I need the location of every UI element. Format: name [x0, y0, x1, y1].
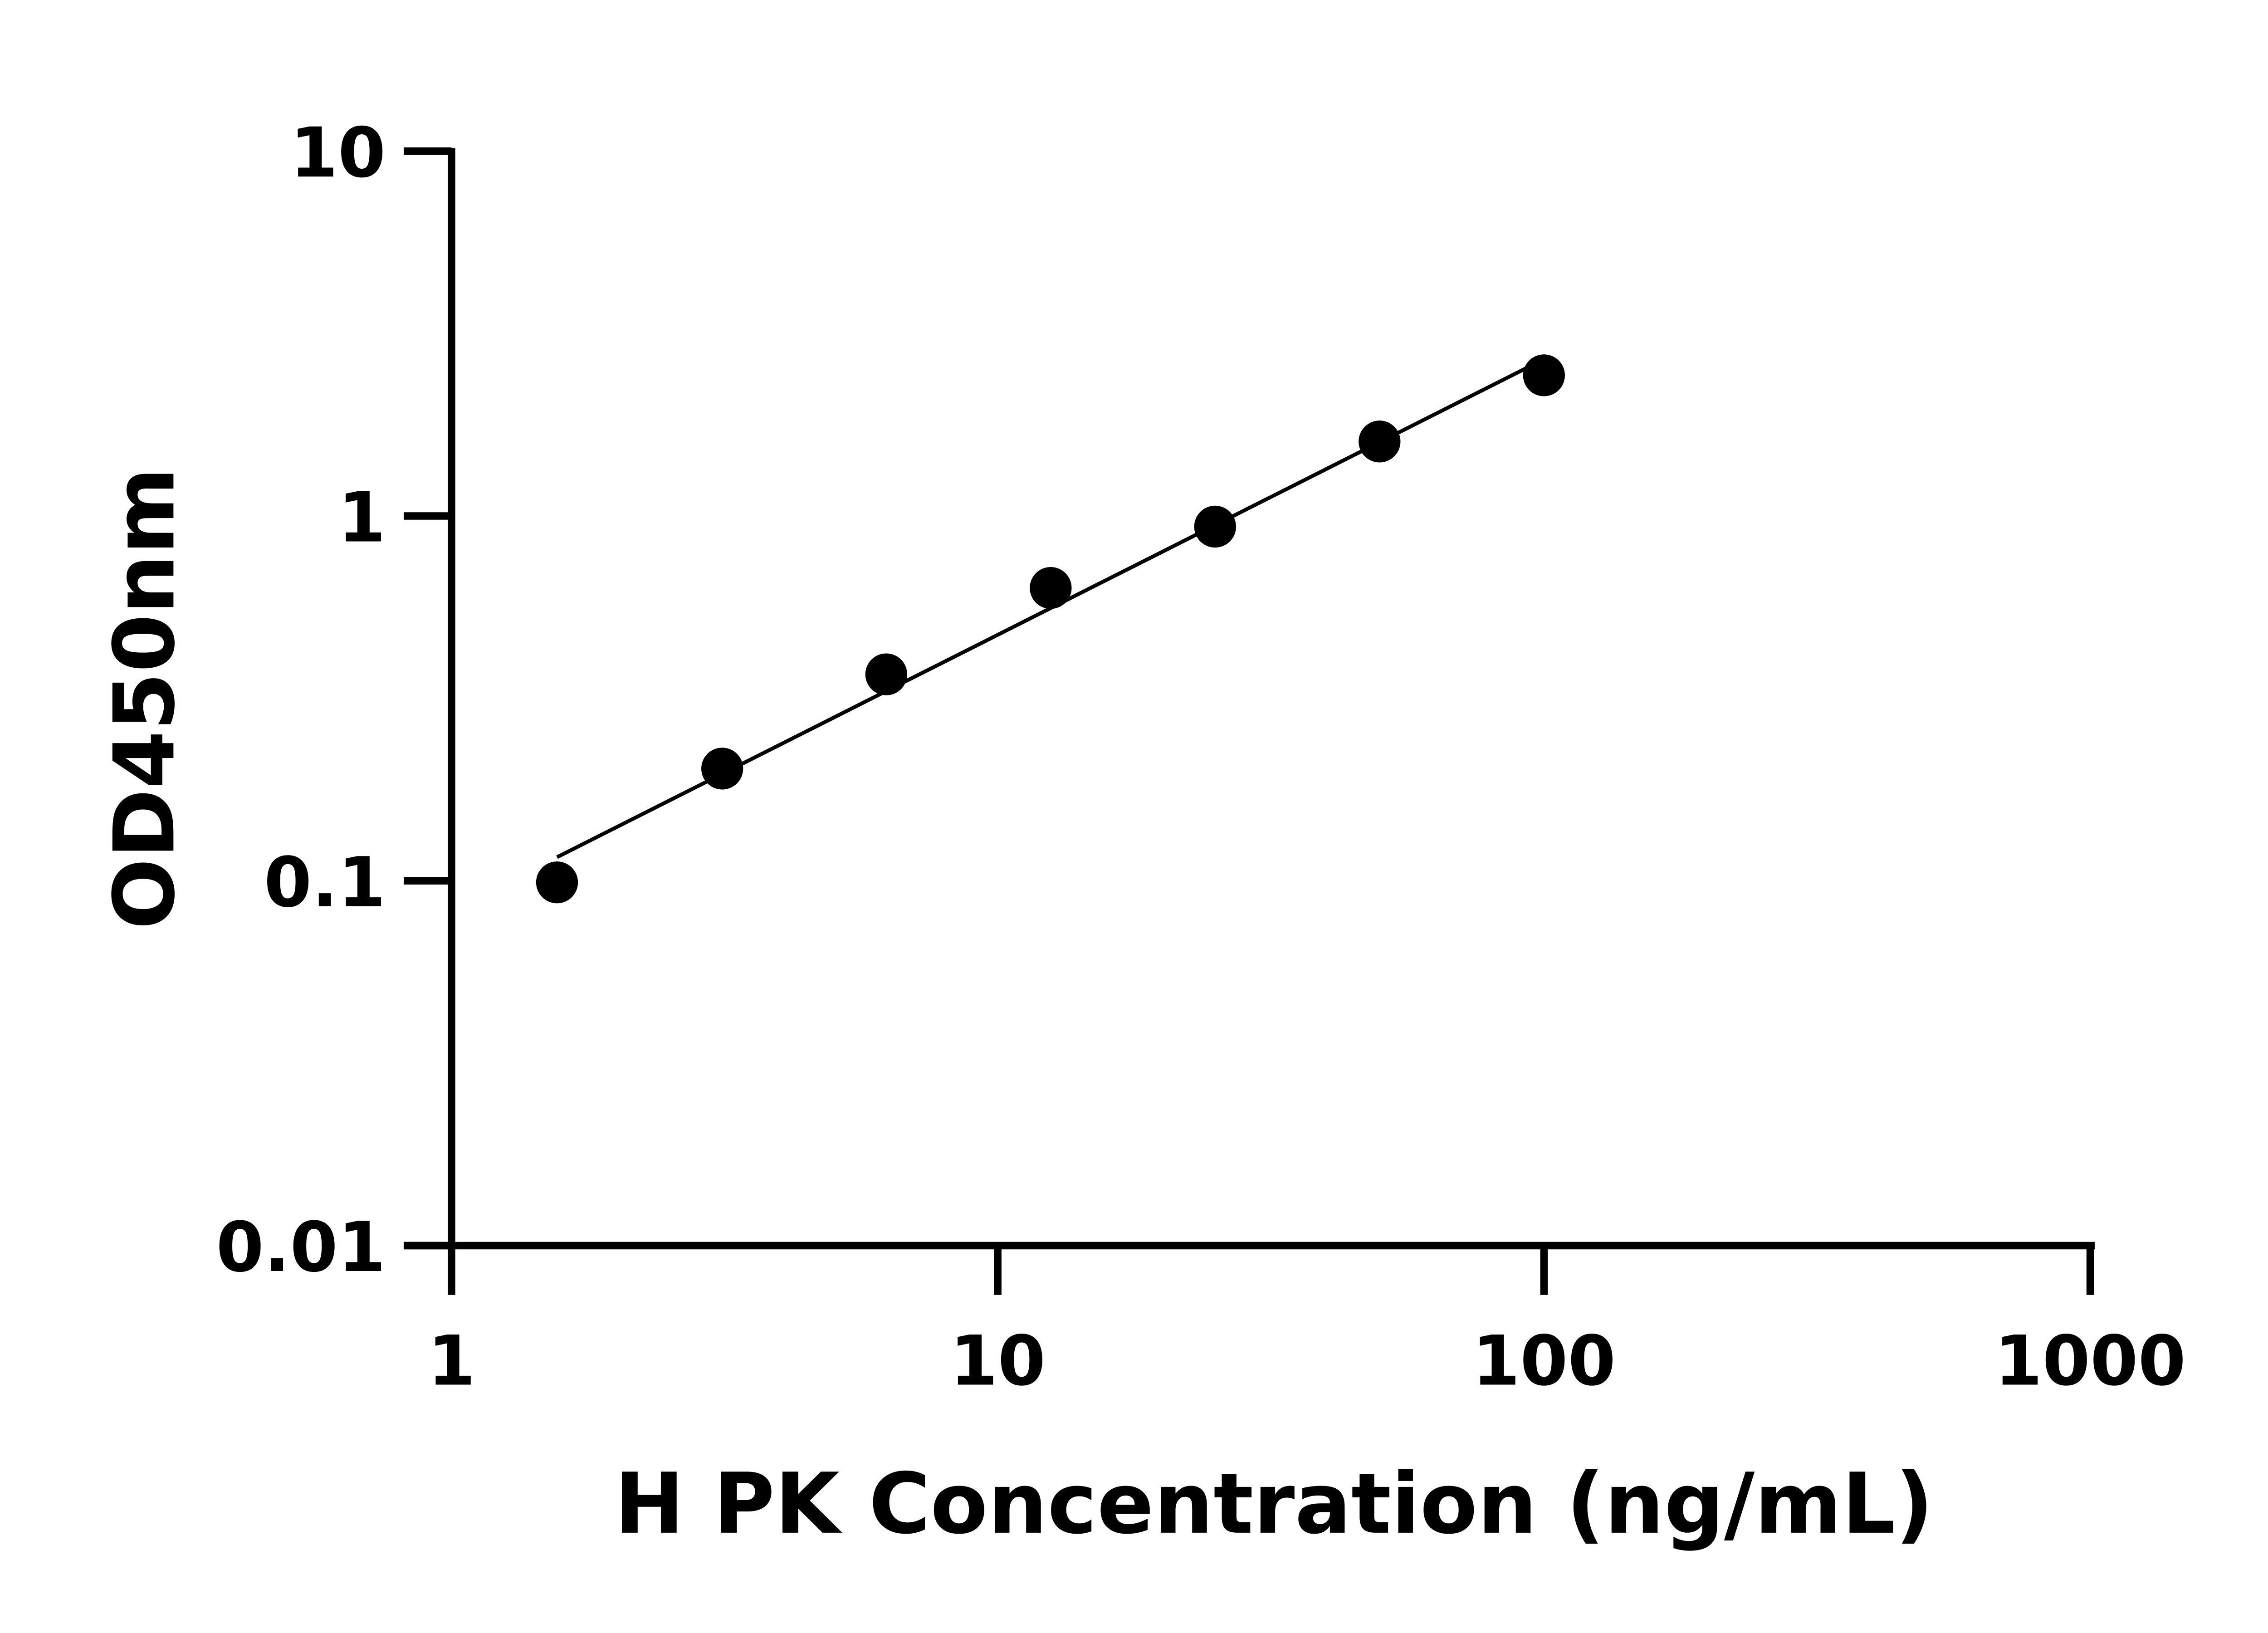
x-tick-label: 10	[950, 1321, 1046, 1401]
data-point	[1523, 354, 1565, 396]
y-tick-label: 0.01	[216, 1207, 386, 1287]
data-point	[1359, 420, 1401, 463]
data-point	[865, 653, 907, 695]
x-tick-label: 1	[428, 1321, 475, 1401]
y-axis-label: OD450nm	[96, 467, 193, 929]
y-tick-label: 0.1	[264, 842, 386, 923]
y-tick-label: 10	[290, 112, 386, 193]
data-point	[1030, 567, 1072, 609]
data-point	[536, 861, 578, 904]
data-point	[701, 748, 743, 790]
x-tick-label: 100	[1472, 1321, 1616, 1401]
x-tick-label: 1000	[1994, 1321, 2186, 1401]
y-tick-label: 1	[338, 478, 386, 558]
data-point	[1194, 505, 1236, 548]
axes	[403, 148, 2095, 1250]
x-axis-label: H PK Concentration (ng/mL)	[614, 1455, 1933, 1553]
